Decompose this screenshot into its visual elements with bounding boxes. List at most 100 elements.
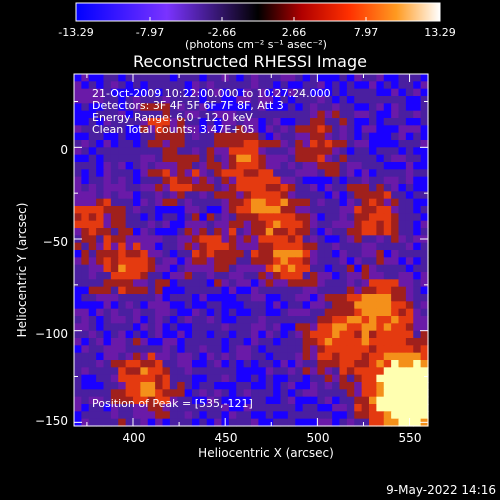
heatmap-cell bbox=[169, 330, 178, 339]
heatmap-cell bbox=[243, 191, 252, 200]
heatmap-cell bbox=[162, 396, 171, 405]
heatmap-cell bbox=[420, 374, 429, 383]
heatmap-cell bbox=[302, 374, 311, 383]
heatmap-cell bbox=[346, 110, 355, 119]
heatmap-cell bbox=[228, 323, 237, 332]
heatmap-cell bbox=[317, 330, 326, 339]
heatmap-cell bbox=[391, 162, 400, 170]
heatmap-cell bbox=[214, 228, 223, 236]
heatmap-cell bbox=[81, 301, 90, 310]
heatmap-cell bbox=[317, 184, 326, 192]
heatmap-cell bbox=[405, 147, 414, 156]
heatmap-cell bbox=[74, 250, 82, 258]
heatmap-cell bbox=[147, 125, 156, 134]
heatmap-cell bbox=[295, 228, 304, 236]
heatmap-cell bbox=[74, 213, 82, 222]
heatmap-cell bbox=[214, 360, 223, 368]
heatmap-cell bbox=[125, 272, 134, 280]
heatmap-cell bbox=[228, 294, 237, 302]
heatmap-cell bbox=[214, 235, 223, 244]
heatmap-cell bbox=[125, 213, 134, 222]
heatmap-cell bbox=[118, 294, 127, 302]
heatmap-cell bbox=[214, 162, 223, 170]
heatmap-cell bbox=[295, 213, 304, 222]
heatmap-cell bbox=[162, 206, 171, 214]
heatmap-cell bbox=[324, 294, 333, 302]
heatmap-cells bbox=[74, 74, 429, 427]
x-tick-label: 500 bbox=[306, 431, 330, 445]
heatmap-cell bbox=[295, 345, 304, 354]
heatmap-cell bbox=[140, 176, 149, 185]
heatmap-cell bbox=[74, 257, 82, 266]
heatmap-cell bbox=[383, 140, 392, 148]
heatmap-cell bbox=[413, 110, 422, 119]
heatmap-cell bbox=[376, 257, 385, 266]
heatmap-cell bbox=[118, 88, 127, 97]
heatmap-cell bbox=[125, 257, 134, 266]
heatmap-cell bbox=[103, 404, 112, 412]
heatmap-cell bbox=[140, 411, 149, 420]
heatmap-cell bbox=[251, 110, 259, 119]
heatmap-cell bbox=[125, 103, 134, 112]
heatmap-cell bbox=[228, 316, 237, 324]
heatmap-cell bbox=[280, 382, 289, 390]
heatmap-cell bbox=[140, 74, 149, 82]
heatmap-cell bbox=[339, 110, 348, 119]
heatmap-cell bbox=[391, 323, 400, 332]
heatmap-cell bbox=[354, 338, 363, 346]
heatmap-cell bbox=[391, 235, 400, 244]
heatmap-cell bbox=[361, 184, 370, 192]
heatmap-cell bbox=[147, 338, 156, 346]
heatmap-cell bbox=[302, 367, 311, 376]
heatmap-cell bbox=[133, 250, 141, 258]
heatmap-cell bbox=[369, 242, 377, 251]
heatmap-cell bbox=[273, 257, 282, 266]
heatmap-cell bbox=[192, 125, 200, 134]
heatmap-cell bbox=[81, 154, 90, 163]
heatmap-cell bbox=[339, 396, 348, 405]
heatmap-cell bbox=[192, 242, 200, 251]
heatmap-cell bbox=[398, 367, 407, 376]
heatmap-cell bbox=[324, 382, 333, 390]
heatmap-cell bbox=[228, 184, 237, 192]
heatmap-cell bbox=[405, 198, 414, 207]
heatmap-cell bbox=[383, 345, 392, 354]
heatmap-cell bbox=[118, 191, 127, 200]
heatmap-cell bbox=[221, 88, 230, 97]
heatmap-cell bbox=[110, 110, 119, 119]
heatmap-cell bbox=[140, 367, 149, 376]
heatmap-cell bbox=[265, 396, 274, 405]
heatmap-cell bbox=[192, 206, 200, 214]
heatmap-cell bbox=[228, 257, 237, 266]
heatmap-cell bbox=[258, 301, 267, 310]
heatmap-cell bbox=[214, 125, 223, 134]
heatmap-cell bbox=[251, 169, 259, 178]
heatmap-cell bbox=[361, 140, 370, 148]
heatmap-cell bbox=[413, 169, 422, 178]
heatmap-cell bbox=[243, 88, 252, 97]
heatmap-cell bbox=[236, 176, 245, 185]
heatmap-cell bbox=[310, 345, 318, 354]
heatmap-cell bbox=[206, 286, 215, 295]
heatmap-cell bbox=[133, 374, 141, 383]
heatmap-cell bbox=[346, 411, 355, 420]
heatmap-cell bbox=[354, 125, 363, 134]
heatmap-cell bbox=[413, 367, 422, 376]
heatmap-cell bbox=[155, 345, 164, 354]
heatmap-cell bbox=[177, 235, 186, 244]
heatmap-cell bbox=[258, 286, 267, 295]
heatmap-cell bbox=[265, 338, 274, 346]
heatmap-cell bbox=[184, 308, 193, 317]
heatmap-cell bbox=[287, 228, 296, 236]
heatmap-cell bbox=[140, 147, 149, 156]
heatmap-cell bbox=[324, 418, 333, 427]
heatmap-cell bbox=[88, 404, 97, 412]
heatmap-cell bbox=[251, 316, 259, 324]
heatmap-cell bbox=[354, 191, 363, 200]
heatmap-cell bbox=[265, 176, 274, 185]
heatmap-cell bbox=[383, 184, 392, 192]
heatmap-cell bbox=[103, 132, 112, 141]
heatmap-cell bbox=[317, 257, 326, 266]
heatmap-cell bbox=[354, 396, 363, 405]
heatmap-cell bbox=[398, 110, 407, 119]
